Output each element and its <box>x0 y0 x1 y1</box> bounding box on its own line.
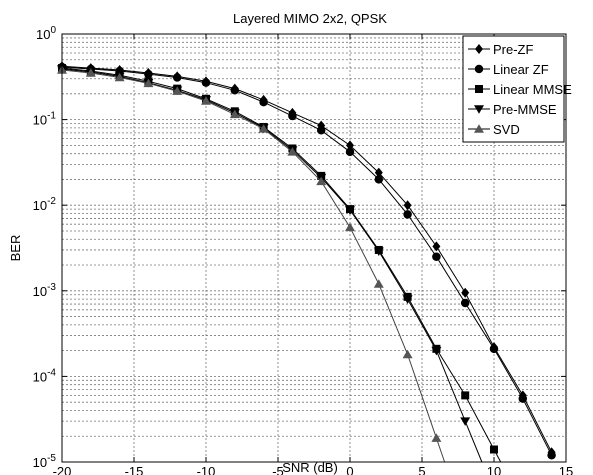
x-tick-label: -10 <box>197 464 216 475</box>
series-line-pre-zf <box>61 65 553 453</box>
legend-marker-svd <box>474 124 484 133</box>
data-point-pre-zf <box>403 200 412 211</box>
data-point-linear-zf <box>288 111 297 121</box>
data-point-pre-mmse <box>402 295 413 304</box>
legend-marker-linear-mmse <box>475 85 483 93</box>
grid-lines <box>62 34 566 462</box>
data-point-linear-zf <box>201 78 211 87</box>
data-point-svd <box>287 147 298 156</box>
plot-frame <box>61 33 567 463</box>
data-point-pre-mmse <box>373 247 384 256</box>
data-point-linear-zf <box>547 450 556 460</box>
series-line-linear-zf <box>61 66 553 456</box>
data-point-linear-zf <box>374 175 384 184</box>
data-point-linear-zf <box>460 298 470 308</box>
data-point-linear-mmse <box>490 445 498 454</box>
data-point-linear-zf <box>518 394 528 403</box>
data-point-pre-zf <box>374 167 383 178</box>
data-point-pre-mmse <box>460 417 471 426</box>
data-point-svd <box>229 109 240 119</box>
y-tick-label: 10-5 <box>33 453 57 470</box>
data-point-svd <box>402 349 413 359</box>
y-tick-label: 10-1 <box>33 111 57 128</box>
series-line-pre-mmse <box>61 68 483 463</box>
data-point-svd <box>258 124 269 133</box>
y-tick-label: 100 <box>36 25 56 42</box>
data-point-linear-zf <box>345 147 355 157</box>
data-point-linear-zf <box>432 252 441 261</box>
y-tick-label: 10-4 <box>33 367 57 384</box>
x-tick-label: 15 <box>559 464 573 475</box>
x-axis-label: SNR (dB) <box>282 460 338 475</box>
axis-ticks: -20 -15 -10 -5 0 5 10 15 100 10-1 10-2 10-3 10-4 10-5 <box>33 25 574 475</box>
legend-label-linear-mmse: Linear MMSE <box>493 82 572 97</box>
data-point-svd <box>201 96 211 105</box>
data-point-pre-mmse <box>431 346 442 356</box>
legend-marker-pre-mmse <box>474 105 484 114</box>
chart-title: Layered MIMO 2x2, QPSK <box>233 11 387 26</box>
data-point-svd <box>114 72 125 82</box>
x-tick-label: -20 <box>53 464 72 475</box>
data-point-linear-zf <box>403 210 412 219</box>
data-point-svd <box>373 279 384 288</box>
x-tick-label: 0 <box>346 464 353 475</box>
data-point-linear-zf <box>172 73 182 82</box>
x-tick-label: -15 <box>125 464 144 475</box>
data-point-svd <box>85 68 96 77</box>
data-point-svd <box>345 222 355 232</box>
data-point-pre-zf <box>432 241 441 252</box>
data-point-svd <box>316 176 327 186</box>
legend-label-pre-zf: Pre-ZF <box>493 42 534 57</box>
data-point-pre-zf <box>461 287 470 298</box>
data-point-pre-mmse <box>345 206 355 215</box>
data-point-svd <box>431 433 442 442</box>
data-point-linear-zf <box>489 344 499 354</box>
x-tick-label: 5 <box>418 464 425 475</box>
legend: Pre-ZF Linear ZF Linear MMSE Pre-MMSE SVD <box>462 35 572 143</box>
data-point-linear-zf <box>144 69 153 79</box>
data-point-linear-zf <box>316 126 326 135</box>
legend-marker-pre-zf <box>475 44 483 54</box>
y-tick-label: 10-2 <box>33 196 57 213</box>
data-point-svd <box>143 78 154 88</box>
y-tick-label: 10-3 <box>33 282 57 299</box>
legend-label-pre-mmse: Pre-MMSE <box>493 102 557 117</box>
x-tick-label: 10 <box>487 464 501 475</box>
legend-box <box>462 35 565 143</box>
legend-label-linear-zf: Linear ZF <box>493 62 549 77</box>
x-tick-label: -5 <box>272 464 284 475</box>
y-axis-label: BER <box>8 235 23 262</box>
legend-marker-linear-zf <box>474 64 484 74</box>
data-point-pre-zf <box>346 140 354 151</box>
series-group <box>57 61 556 463</box>
series-svd <box>57 65 446 463</box>
data-point-linear-mmse <box>461 391 470 400</box>
series-linear-zf <box>57 62 556 460</box>
data-point-svd <box>172 86 183 95</box>
data-point-linear-zf <box>230 86 240 95</box>
data-point-linear-zf <box>259 97 268 107</box>
legend-label-svd: SVD <box>493 122 520 137</box>
